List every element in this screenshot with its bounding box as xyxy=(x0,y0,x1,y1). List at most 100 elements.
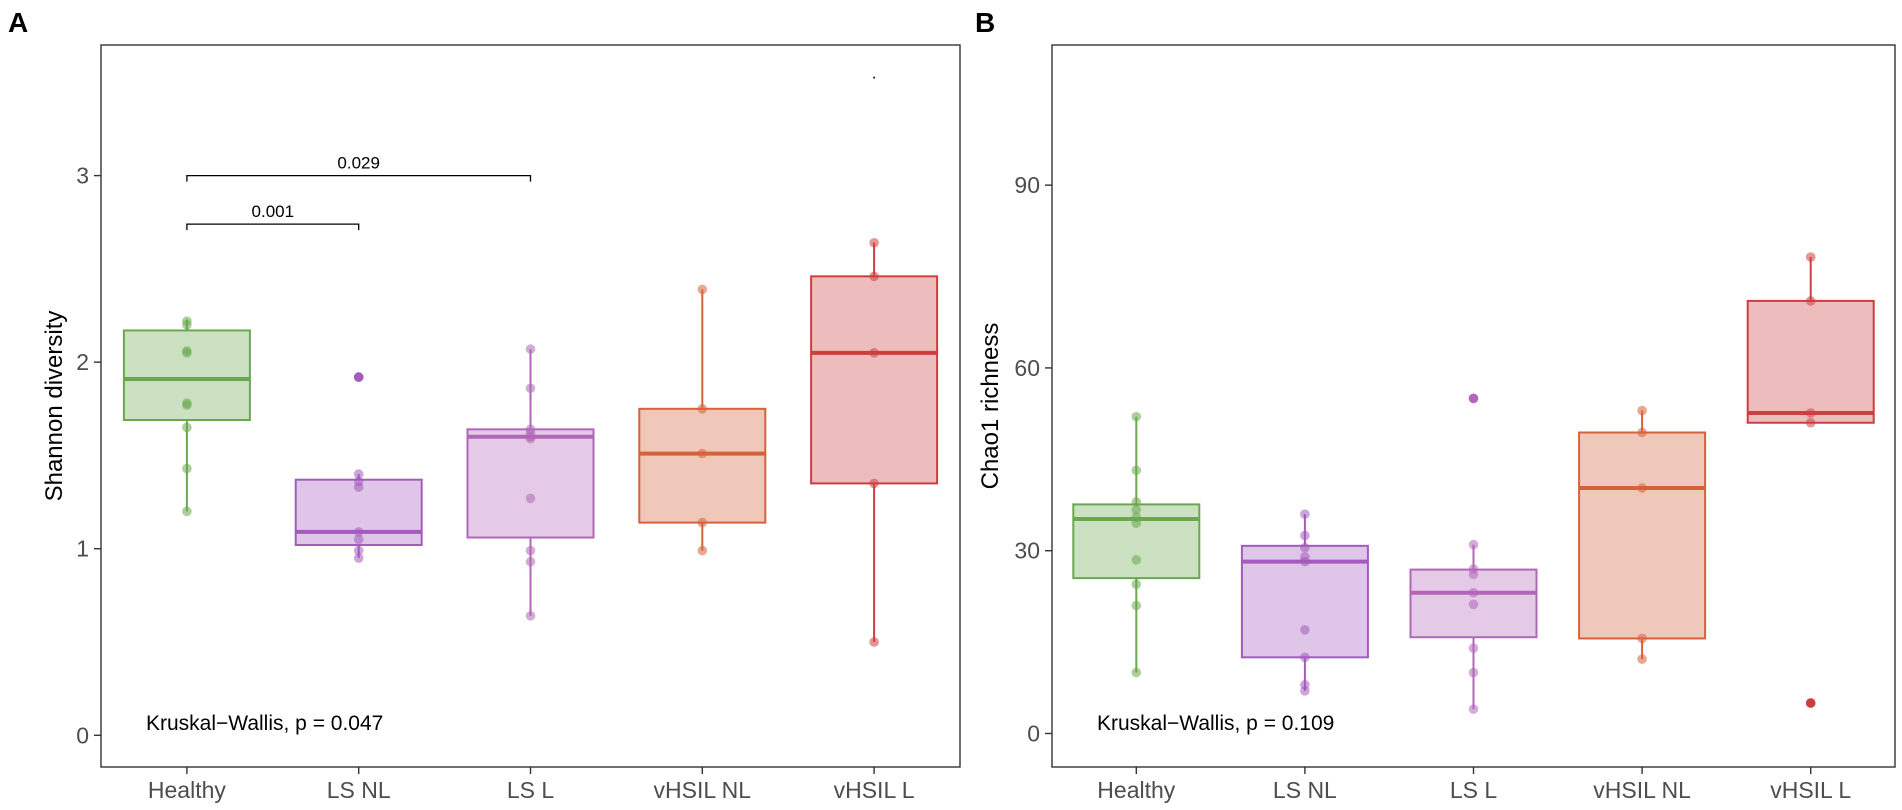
data-point xyxy=(1300,551,1310,562)
panel-b-x-tick-label-ls-nl: LS NL xyxy=(1273,777,1337,803)
data-point xyxy=(525,545,536,556)
data-point xyxy=(525,424,536,435)
panel-a-y-tick-label: 3 xyxy=(76,163,89,189)
data-point xyxy=(1468,587,1479,598)
panel-b-box-ls-l xyxy=(1409,393,1538,714)
bracket-p-value: 0.029 xyxy=(337,154,380,173)
panel-b-x-tick-label-ls-l: LS L xyxy=(1450,777,1498,803)
panel-b-x-tick-label-vhsil-l: vHSIL L xyxy=(1770,777,1851,803)
panel-b-y-tick-label: 30 xyxy=(1014,538,1040,564)
panel-a-x-tick-label-vhsil-nl: vHSIL NL xyxy=(654,777,752,803)
panel-b-box-vhsil-nl xyxy=(1578,405,1707,664)
outlier-point xyxy=(1468,393,1479,404)
panel-b-x-axis: Healthy LS NL LS L vHSIL NL vHSIL L xyxy=(1097,767,1851,803)
data-point xyxy=(1131,411,1142,422)
panel-a-box-vhsil-l xyxy=(810,237,939,647)
data-point xyxy=(1131,600,1142,611)
data-point xyxy=(353,545,364,556)
data-point xyxy=(1300,679,1310,690)
data-point xyxy=(869,237,879,248)
panel-a-x-tick-label-vhsil-l: vHSIL L xyxy=(834,777,915,803)
data-point xyxy=(1131,579,1142,590)
data-point xyxy=(1300,542,1310,553)
data-point xyxy=(1805,252,1816,262)
panel-b-letter: B xyxy=(975,7,995,38)
panel-b-x-tick-label-healthy: Healthy xyxy=(1097,777,1175,803)
data-point xyxy=(353,553,364,563)
data-point xyxy=(1637,654,1647,664)
data-point xyxy=(869,271,879,282)
data-point xyxy=(869,478,879,489)
data-point xyxy=(1300,625,1310,635)
data-point xyxy=(182,463,192,474)
data-point xyxy=(353,527,364,537)
panel-a-significance-brackets: 0.001 0.029 xyxy=(186,154,532,231)
panel-a-x-axis: Healthy LS NL LS L vHSIL NL vHSIL L xyxy=(148,767,915,803)
data-point xyxy=(1805,417,1816,428)
panel-b-y-tick-label: 90 xyxy=(1014,172,1040,198)
data-point xyxy=(353,469,364,479)
panel-a-box-healthy xyxy=(122,316,251,517)
panel-b-y-tick-label: 0 xyxy=(1027,720,1040,746)
data-point xyxy=(525,344,536,354)
data-point xyxy=(1131,505,1142,515)
data-point xyxy=(697,517,708,528)
outlier-point xyxy=(353,372,364,382)
panel-b-y-axis-title: Chao1 richness xyxy=(977,323,1004,490)
data-point xyxy=(182,316,192,326)
outlier-point xyxy=(1805,698,1816,708)
panel-b-boxplots xyxy=(1072,252,1875,714)
data-point xyxy=(1468,599,1479,610)
panel-a-x-tick-label-ls-l: LS L xyxy=(507,777,555,803)
data-point xyxy=(182,346,192,356)
data-point xyxy=(1131,555,1142,565)
panel-a-box-ls-nl xyxy=(294,372,423,563)
data-point xyxy=(869,348,879,358)
box-iqr xyxy=(638,407,767,524)
box-iqr xyxy=(466,428,595,539)
data-point xyxy=(1131,465,1142,476)
data-point xyxy=(1300,509,1310,519)
panel-a-y-tick-label: 2 xyxy=(76,349,89,375)
data-point xyxy=(697,545,708,556)
data-point xyxy=(1131,512,1142,522)
panel-a-boxplots xyxy=(122,237,939,647)
panel-a: A 0 1 2 3 Healthy LS NL LS L vHSIL NL vHSIL L 0… xyxy=(8,7,961,803)
panel-a-y-tick-label: 0 xyxy=(76,722,89,748)
data-point xyxy=(869,637,879,647)
bracket-p-value: 0.001 xyxy=(252,202,295,221)
panel-b-box-ls-nl xyxy=(1240,509,1369,696)
box-iqr xyxy=(810,275,939,485)
panel-b-box-healthy xyxy=(1072,411,1201,678)
panel-b-x-tick-label-vhsil-nl: vHSIL NL xyxy=(1593,777,1691,803)
panel-b: B 0 30 60 90 Healthy LS NL LS L vHSIL NL vHSIL … xyxy=(975,7,1896,803)
data-point xyxy=(697,403,708,414)
panel-a-stray-mark: . xyxy=(872,64,877,83)
panel-a-bracket-healthy-vs-ls-nl: 0.001 xyxy=(186,202,360,231)
data-point xyxy=(182,506,192,517)
box-iqr xyxy=(1578,431,1707,640)
panel-a-kruskal-wallis-annotation: Kruskal−Wallis, p = 0.047 xyxy=(146,712,383,735)
data-point xyxy=(525,611,536,621)
box-iqr xyxy=(1746,299,1875,424)
data-point xyxy=(525,493,536,504)
data-point xyxy=(182,398,192,409)
data-point xyxy=(1637,483,1647,493)
data-point xyxy=(1637,427,1647,438)
data-point xyxy=(353,534,364,545)
panel-b-kruskal-wallis-annotation: Kruskal−Wallis, p = 0.109 xyxy=(1097,712,1334,735)
panel-a-y-axis-title: Shannon diversity xyxy=(41,311,68,502)
data-point xyxy=(1468,539,1479,550)
data-point xyxy=(1637,405,1647,416)
panel-a-bracket-healthy-vs-ls-l: 0.029 xyxy=(186,154,532,182)
data-point xyxy=(1300,530,1310,541)
panel-a-y-axis: 0 1 2 3 xyxy=(76,163,101,748)
panel-a-box-ls-l xyxy=(466,344,595,621)
bracket-line xyxy=(186,223,360,231)
data-point xyxy=(1468,564,1479,574)
data-point xyxy=(353,476,364,487)
data-point xyxy=(1468,643,1479,653)
box-iqr xyxy=(122,329,251,421)
bracket-line xyxy=(186,174,532,182)
